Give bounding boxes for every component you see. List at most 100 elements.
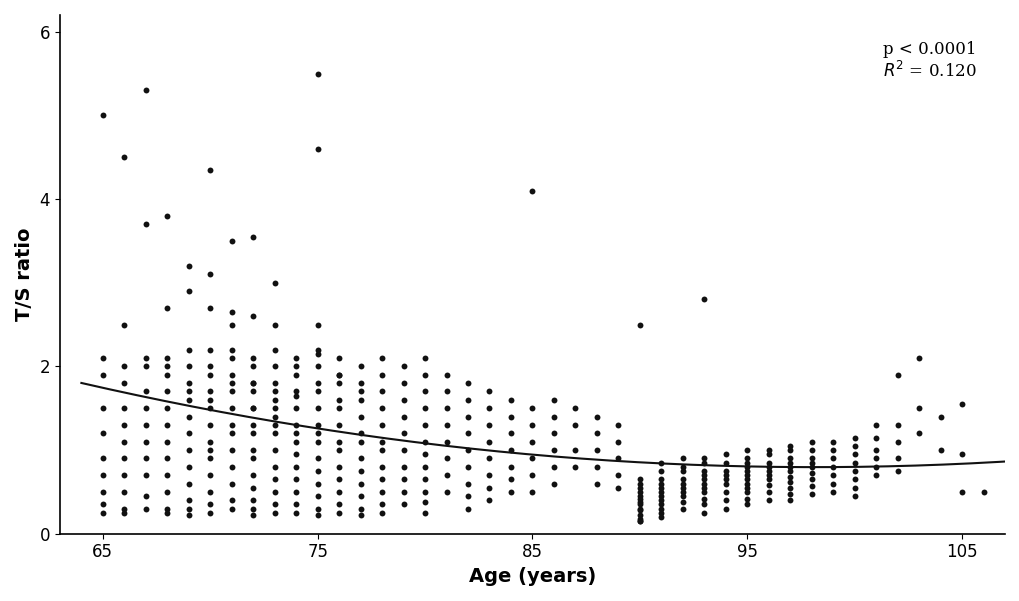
Point — [824, 454, 841, 463]
Point — [223, 307, 239, 317]
Point — [245, 353, 261, 363]
Point — [545, 412, 561, 421]
Point — [417, 487, 433, 496]
Point — [460, 491, 476, 501]
Point — [631, 505, 647, 515]
Point — [309, 510, 325, 520]
Point — [803, 489, 819, 498]
Point — [782, 477, 798, 487]
Point — [524, 186, 540, 195]
Point — [609, 437, 626, 447]
Point — [502, 462, 519, 472]
Point — [95, 429, 111, 438]
Point — [309, 378, 325, 388]
Point — [395, 412, 412, 421]
Point — [309, 349, 325, 359]
Point — [803, 458, 819, 468]
Point — [824, 479, 841, 489]
Point — [138, 471, 154, 480]
Point — [266, 475, 282, 484]
Point — [95, 471, 111, 480]
Point — [353, 362, 369, 371]
Point — [395, 362, 412, 371]
Point — [867, 454, 883, 463]
Point — [116, 437, 132, 447]
Point — [524, 471, 540, 480]
Point — [652, 495, 668, 505]
Point — [481, 495, 497, 505]
Point — [395, 378, 412, 388]
Point — [353, 479, 369, 489]
Point — [95, 487, 111, 496]
Point — [116, 504, 132, 513]
Point — [652, 466, 668, 476]
Point — [287, 370, 304, 380]
Point — [266, 345, 282, 355]
Point — [395, 487, 412, 496]
Point — [159, 370, 175, 380]
Point — [287, 487, 304, 496]
Point — [138, 362, 154, 371]
Point — [717, 487, 734, 496]
Point — [674, 475, 690, 484]
Point — [438, 437, 454, 447]
Point — [287, 391, 304, 400]
Point — [460, 395, 476, 404]
Point — [138, 504, 154, 513]
Point — [95, 353, 111, 363]
Point — [374, 462, 390, 472]
Point — [116, 454, 132, 463]
Point — [116, 403, 132, 413]
Point — [760, 445, 776, 455]
Point — [95, 508, 111, 517]
Point — [138, 219, 154, 229]
Point — [460, 462, 476, 472]
Point — [202, 370, 218, 380]
Point — [374, 386, 390, 396]
Point — [395, 462, 412, 472]
Point — [202, 345, 218, 355]
Point — [438, 454, 454, 463]
Point — [266, 320, 282, 329]
Point — [438, 420, 454, 430]
Point — [374, 487, 390, 496]
Point — [889, 370, 905, 380]
Point — [309, 320, 325, 329]
Point — [353, 510, 369, 520]
Point — [631, 504, 647, 513]
Point — [782, 462, 798, 472]
Point — [95, 370, 111, 380]
Point — [266, 378, 282, 388]
Point — [760, 487, 776, 496]
Point — [180, 362, 197, 371]
Point — [330, 403, 346, 413]
Point — [287, 437, 304, 447]
Point — [846, 441, 862, 451]
Point — [567, 462, 583, 472]
Point — [353, 429, 369, 438]
Point — [502, 487, 519, 496]
Point — [674, 497, 690, 507]
Point — [180, 479, 197, 489]
Point — [695, 494, 711, 504]
Point — [180, 510, 197, 520]
Point — [245, 386, 261, 396]
Point — [287, 429, 304, 438]
Point — [695, 475, 711, 484]
Point — [867, 420, 883, 430]
Point — [417, 497, 433, 507]
Point — [846, 458, 862, 468]
Point — [245, 510, 261, 520]
Point — [223, 320, 239, 329]
Point — [652, 483, 668, 492]
Point — [330, 370, 346, 380]
Point — [588, 462, 604, 472]
Point — [953, 399, 969, 409]
Point — [695, 479, 711, 489]
Point — [481, 471, 497, 480]
Point — [824, 462, 841, 472]
Point — [674, 454, 690, 463]
Point — [202, 303, 218, 313]
Point — [760, 462, 776, 472]
Point — [266, 386, 282, 396]
